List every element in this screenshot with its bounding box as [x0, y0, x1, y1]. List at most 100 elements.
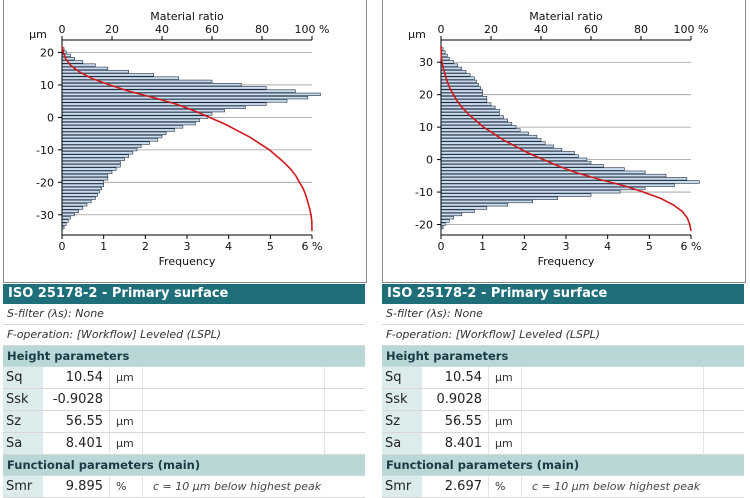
histogram-bar [440, 151, 575, 155]
histogram-bar [61, 89, 296, 93]
bottom-tick-label: 5 [267, 240, 274, 253]
histogram-bar [61, 102, 267, 106]
histogram-bar [440, 199, 533, 204]
histogram-bar [440, 131, 529, 135]
histogram-bar [440, 125, 517, 129]
s-filter-info: S-filter (λs): None [382, 304, 744, 325]
param-unit: % [110, 476, 143, 497]
param-spacer [522, 411, 704, 432]
param-row-sq[interactable]: Sq 10.54 µm [382, 367, 744, 389]
histogram-bar [61, 141, 150, 145]
histogram-bar [61, 154, 129, 158]
top-tick-label: 80 [634, 23, 648, 36]
histogram-bar [61, 108, 225, 113]
height-parameters-header[interactable]: Height parameters [3, 346, 365, 367]
top-tick-label: 100 % [674, 23, 709, 36]
y-tick-label: -10 [36, 144, 54, 157]
histogram-bar [440, 128, 521, 132]
histogram-bar [61, 173, 109, 178]
bottom-tick-label: 0 [438, 240, 445, 253]
bottom-tick-label: 2 [142, 240, 149, 253]
s-filter-info: S-filter (λs): None [3, 304, 365, 325]
histogram-bar [440, 183, 675, 187]
histogram-bar [61, 128, 175, 132]
param-unit: µm [489, 411, 522, 432]
top-tick-label: 80 [255, 23, 269, 36]
bottom-tick-label: 4 [225, 240, 232, 253]
histogram-bar [61, 203, 88, 207]
param-row-sz[interactable]: Sz 56.55 µm [3, 411, 365, 433]
param-value: 56.55 [43, 411, 110, 432]
param-row-sq[interactable]: Sq 10.54 µm [3, 367, 365, 389]
param-name: Smr [382, 476, 422, 497]
param-value: 9.895 [43, 476, 110, 497]
histogram-bar [440, 86, 481, 90]
bottom-tick-label: 1 [479, 240, 486, 253]
histogram-bar [61, 222, 67, 226]
param-spacer [704, 367, 744, 388]
param-value: 2.697 [422, 476, 489, 497]
histogram-bar [440, 89, 483, 93]
param-row-ssk[interactable]: Ssk 0.9028 [382, 389, 744, 411]
param-row-smr[interactable]: Smr 2.697 % c = 10 µm below highest peak [382, 476, 744, 498]
histogram-bar [440, 212, 463, 217]
param-value: 0.9028 [422, 389, 489, 410]
histogram-bar [61, 180, 104, 184]
histogram-bar [440, 96, 488, 100]
param-name: Sq [3, 367, 43, 388]
param-row-sa[interactable]: Sa 8.401 µm [3, 433, 365, 455]
param-unit [489, 389, 522, 410]
histogram-bar [61, 170, 113, 174]
param-value: 56.55 [422, 411, 489, 432]
right-panel: 30 20 10 0 -10 -20 µm 0 20 40 60 80 100 % Material ra… [382, 0, 747, 498]
top-tick-label: 100 % [295, 23, 330, 36]
histogram-bar [61, 147, 138, 152]
param-spacer [143, 433, 325, 454]
bottom-tick-label: 2 [521, 240, 528, 253]
histogram-bar [440, 203, 508, 207]
top-tick-label: 40 [155, 23, 169, 36]
histogram-bar [61, 196, 96, 200]
histogram-bar [440, 83, 479, 87]
histogram-bar [61, 157, 125, 161]
y-tick-label: -20 [415, 219, 433, 232]
histogram-bar [61, 115, 209, 119]
bottom-tick-label: 1 [100, 240, 107, 253]
material-ratio-chart-right: 30 20 10 0 -10 -20 µm 0 20 40 60 80 100 % Material ra… [382, 0, 746, 283]
top-tick-label: 60 [584, 23, 598, 36]
histogram-bar [61, 193, 98, 197]
param-row-sz[interactable]: Sz 56.55 µm [382, 411, 744, 433]
param-row-sa[interactable]: Sa 8.401 µm [382, 433, 744, 455]
top-tick-label: 20 [105, 23, 119, 36]
y-tick-label: 0 [47, 111, 54, 124]
height-parameters-header[interactable]: Height parameters [382, 346, 744, 367]
histogram-bar [61, 63, 96, 67]
histogram-bar [440, 206, 488, 210]
param-spacer [704, 411, 744, 432]
histogram-bar [61, 73, 154, 77]
param-name: Sz [382, 411, 422, 432]
table-title: ISO 25178-2 - Primary surface [3, 284, 365, 304]
bottom-axis-title: Frequency [538, 255, 595, 268]
y-tick-label: 30 [419, 56, 433, 69]
histogram-bar [440, 102, 492, 106]
histogram-bar [61, 186, 102, 191]
y-tick-label: 20 [40, 46, 54, 59]
param-row-ssk[interactable]: Ssk -0.9028 [3, 389, 365, 411]
param-spacer [325, 411, 365, 432]
param-name: Sz [3, 411, 43, 432]
histogram-bar [61, 112, 213, 116]
histogram-bar [440, 190, 621, 194]
param-row-smr[interactable]: Smr 9.895 % c = 10 µm below highest peak [3, 476, 365, 498]
functional-parameters-header[interactable]: Functional parameters (main) [382, 455, 744, 476]
parameter-table-right: ISO 25178-2 - Primary surface S-filter (… [382, 284, 744, 498]
histogram-bar [440, 196, 558, 200]
bottom-tick-label: 5 [646, 240, 653, 253]
top-tick-label: 0 [59, 23, 66, 36]
param-name: Ssk [3, 389, 43, 410]
functional-parameters-header[interactable]: Functional parameters (main) [3, 455, 365, 476]
param-spacer [522, 367, 704, 388]
histogram-bar [440, 121, 513, 126]
param-value: -0.9028 [43, 389, 110, 410]
